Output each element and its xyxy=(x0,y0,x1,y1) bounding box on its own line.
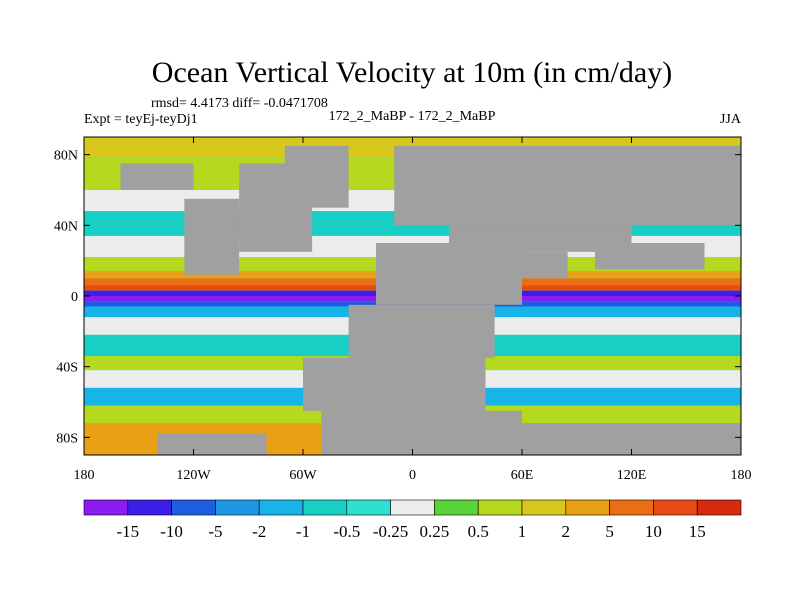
x-axis-ticks: 180 120W 60W 0 60E 120E 180 xyxy=(74,137,752,483)
y-axis-ticks: 80N 40N 0 40S 80S xyxy=(54,149,741,446)
case-label: 172_2_MaBP - 172_2_MaBP xyxy=(329,109,496,124)
colorbar-swatch xyxy=(696,499,742,516)
x-tick-label: 120W xyxy=(176,468,211,483)
colorbar-swatch xyxy=(609,499,654,516)
colorbar-label: -15 xyxy=(116,522,139,541)
colorbar-swatch xyxy=(521,499,567,516)
colorbar-label: 15 xyxy=(689,522,706,541)
colorbar-swatch xyxy=(390,499,435,516)
colorbar-label: -0.25 xyxy=(373,522,408,541)
y-tick-label: 80N xyxy=(54,149,78,164)
colorbar-swatch xyxy=(171,499,216,516)
land-block-0 xyxy=(184,198,240,275)
colorbar-label: 0.25 xyxy=(420,522,450,541)
land-block-13 xyxy=(522,251,568,279)
colorbar-swatch xyxy=(258,499,304,516)
colorbar-swatch xyxy=(83,499,129,516)
map-plot-area xyxy=(84,137,741,455)
land-block-10 xyxy=(394,145,741,226)
x-tick-label: 180 xyxy=(74,468,95,483)
stats-line: rmsd= 4.4173 diff= -0.0471708 xyxy=(151,96,328,111)
land-block-2 xyxy=(284,145,349,208)
y-tick-label: 40S xyxy=(56,361,78,376)
land-block-3 xyxy=(120,163,194,190)
y-tick-label: 0 xyxy=(71,290,78,305)
colorbar: -15 -10 -5 -2 -1 -0.5 -0.25 0.25 0.5 1 2 5 10 15 xyxy=(83,499,742,541)
chart-title: Ocean Vertical Velocity at 10m (in cm/da… xyxy=(152,56,672,89)
colorbar-swatch xyxy=(565,499,610,516)
land-block-9 xyxy=(376,243,522,305)
colorbar-label: -1 xyxy=(296,522,310,541)
land-block-12 xyxy=(595,243,705,270)
colorbar-swatch xyxy=(434,499,479,516)
x-tick-label: 60E xyxy=(511,468,534,483)
x-tick-label: 60W xyxy=(289,468,317,483)
colorbar-label: 10 xyxy=(645,522,662,541)
x-tick-label: 0 xyxy=(409,468,416,483)
colorbar-swatch xyxy=(215,499,260,516)
colorbar-label: -0.5 xyxy=(333,522,360,541)
colorbar-swatch xyxy=(346,499,391,516)
y-tick-label: 40N xyxy=(54,219,78,234)
y-tick-label: 80S xyxy=(56,431,78,446)
x-tick-label: 120E xyxy=(617,468,647,483)
colorbar-label: -10 xyxy=(160,522,183,541)
land-block-4 xyxy=(321,410,522,455)
land-mask xyxy=(120,145,741,455)
colorbar-label: -5 xyxy=(208,522,222,541)
colorbar-swatch xyxy=(477,499,523,516)
colorbar-label: -2 xyxy=(252,522,266,541)
land-block-7 xyxy=(303,357,486,411)
land-block-8 xyxy=(348,304,495,358)
colorbar-label: 2 xyxy=(562,522,571,541)
colorbar-swatch xyxy=(653,499,698,516)
experiment-label: Expt = teyEj-teyDj1 xyxy=(84,112,198,127)
colorbar-swatch xyxy=(302,499,348,516)
colorbar-label: 0.5 xyxy=(468,522,489,541)
colorbar-label: 5 xyxy=(605,522,614,541)
colorbar-swatch xyxy=(127,499,172,516)
colorbar-label: 1 xyxy=(518,522,527,541)
land-block-6 xyxy=(157,433,267,455)
season-label: JJA xyxy=(720,112,742,127)
x-tick-label: 180 xyxy=(731,468,752,483)
